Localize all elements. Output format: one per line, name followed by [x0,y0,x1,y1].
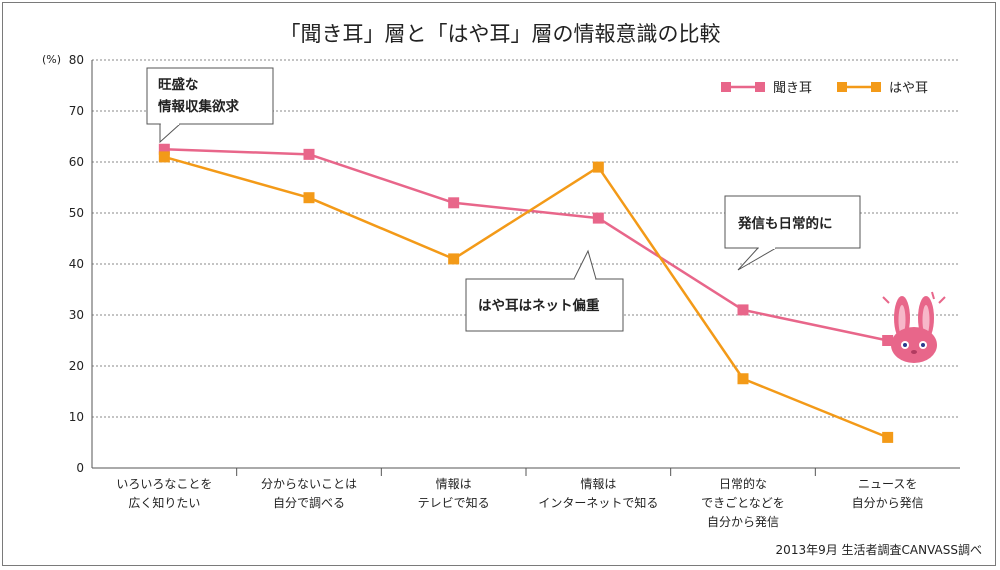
rabbit-sparkle [882,296,890,304]
y-tick-label: 50 [69,206,84,220]
data-point [592,212,604,224]
rabbit-mascot [882,291,946,363]
y-tick-label: 40 [69,257,84,271]
x-tick-label: 情報はテレビで知る [418,477,490,510]
data-point [448,197,460,209]
x-tick-label-line: 自分で調べる [273,496,345,510]
y-tick-label: 80 [69,53,84,67]
callout-tail [737,247,778,271]
data-point [158,143,170,155]
rabbit-pupil-left [903,343,907,347]
y-tick-label: 70 [69,104,84,118]
annotation-callout: 発信も日常的に [724,195,861,271]
legend-label: 聞き耳 [773,81,812,96]
data-point [882,335,894,346]
legend-marker [721,82,731,92]
rabbit-ear-right-inner [922,305,930,335]
rabbit-sparkle [938,296,946,304]
x-tick-label-line: 情報は [436,477,472,491]
legend-label: はや耳 [889,81,928,96]
x-tick-label-line: テレビで知る [418,496,490,510]
data-point [303,192,315,204]
y-axis-label: (%) [42,53,61,66]
rabbit-pupil-right [921,343,925,347]
x-tick-label-line: いろいろなことを [116,477,212,491]
x-tick-label: 情報はインターネットで知る [538,477,658,510]
chart-title: 「聞き耳」層と「はや耳」層の情報意識の比較 [279,22,721,46]
series-line-2 [163,155,889,439]
data-point [737,373,749,385]
x-tick-label-line: 自分から発信 [852,496,924,510]
x-tick-label-line: ニュースを [858,477,917,491]
y-tick-label: 0 [76,461,84,475]
x-tick-label-line: インターネットで知る [538,496,658,510]
data-point [158,151,170,163]
data-point [448,253,460,265]
x-tick-label-line: 情報は [580,477,616,491]
source-note: 2013年9月 生活者調査CANVASS調べ [775,543,982,557]
callout-tail [159,123,182,144]
x-tick-label-line: できごとなどを [701,495,785,510]
legend-marker [755,82,765,92]
series-line-1 [164,148,888,342]
x-tick-label: ニュースを自分から発信 [852,477,924,510]
x-tick-label: 日常的なできごとなどを自分から発信 [701,476,785,529]
x-tick-label-line: 広く知りたい [128,496,200,510]
data-point [303,148,315,160]
annotation-text: はや耳はネット偏重 [478,297,600,314]
callout-box [724,195,861,249]
callout-box [146,67,274,125]
annotation-text: 旺盛な [158,76,199,93]
x-tick-label-line: 自分から発信 [707,515,779,529]
x-tick-label-line: 日常的な [719,476,767,491]
data-point [737,304,749,316]
y-tick-label: 10 [69,410,84,424]
legend-marker [871,82,881,92]
legend-marker [837,82,847,92]
rabbit-nose [911,350,917,354]
callout-tail [573,249,597,280]
annotation-text: 情報収集欲求 [158,98,239,115]
callout-box [465,278,624,332]
data-point [592,161,604,173]
rabbit-face [891,327,937,363]
y-tick-label: 60 [69,155,84,169]
annotation-callout: はや耳はネット偏重 [465,249,624,332]
annotation-text: 発信も日常的に [737,215,833,232]
x-tick-label-line: 分からないことは [261,477,357,491]
y-tick-label: 30 [69,308,84,322]
rabbit-ear-left-inner [898,305,906,335]
x-tick-label: 分からないことは自分で調べる [261,477,357,510]
data-point [882,431,894,443]
rabbit-sparkle [931,291,935,300]
y-tick-label: 20 [69,359,84,373]
x-tick-label: いろいろなことを広く知りたい [116,477,212,510]
